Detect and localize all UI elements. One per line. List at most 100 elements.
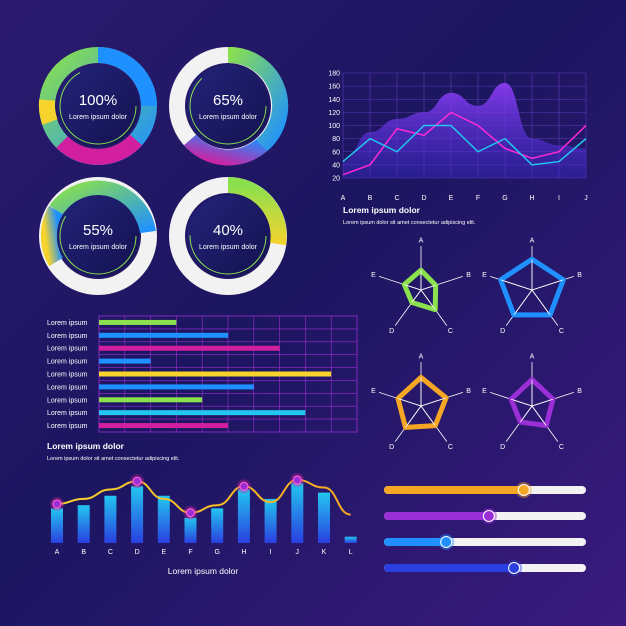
radar-axis-label: B xyxy=(577,388,582,395)
line-chart-y-ticks: 20 40 60 80 100 120 140 160 180 xyxy=(328,71,340,183)
slider-1[interactable] xyxy=(384,482,586,498)
radar-axis-label: B xyxy=(466,272,471,279)
slider-3[interactable] xyxy=(384,534,586,550)
donut-2-value: 65% xyxy=(213,92,243,109)
line-chart-x-tick-label: B xyxy=(368,195,373,202)
hbar-bar xyxy=(99,345,280,351)
donut-3-value: 55% xyxy=(83,222,113,239)
slider-2[interactable] xyxy=(384,508,586,524)
radar-chart-3: A B C D E xyxy=(371,354,471,451)
radar-chart-2: A B C D E xyxy=(482,238,582,335)
radar-axis-label: C xyxy=(448,444,453,451)
slider-handle[interactable] xyxy=(517,484,530,496)
donut-2: 65% Lorem ipsum dolor xyxy=(169,46,289,166)
hbar-category-label: Lorem ipsum xyxy=(47,423,88,430)
radar-axis-label: D xyxy=(389,444,394,451)
radar-spoke xyxy=(404,284,422,291)
vbar-x-tick-label: C xyxy=(108,549,113,556)
line-chart-y-tick-label: 80 xyxy=(332,136,340,143)
radar-spoke xyxy=(513,289,533,316)
radar-spoke xyxy=(420,289,436,310)
vbar-x-tick-label: J xyxy=(296,549,300,556)
slider-handle[interactable] xyxy=(440,536,453,548)
hbar-bar xyxy=(99,319,177,325)
hbar-labels: Lorem ipsum Lorem ipsum Lorem ipsum Lorem i… xyxy=(47,320,88,430)
hbar-bar xyxy=(99,371,332,377)
hbar-bar xyxy=(99,410,306,416)
donut-3-label: Lorem ipsum dolor xyxy=(69,244,128,251)
hbar-category-label: Lorem ipsum xyxy=(47,372,88,379)
line-chart-x-tick-label: A xyxy=(341,195,346,202)
slider-handle[interactable] xyxy=(508,562,521,574)
line-chart: 20 40 60 80 100 120 140 160 180 A B C D E F G H I J Lorem… xyxy=(328,71,587,227)
hbar-bar xyxy=(99,332,228,338)
vbar-x-tick-label: E xyxy=(161,549,166,556)
vbar-x-tick-label: B xyxy=(81,549,86,556)
vertical-bar-chart: A B C D E F G H I J K L Lorem ipsum dolor xyxy=(50,473,357,576)
donut-2-label: Lorem ipsum dolor xyxy=(199,114,258,121)
vbar-dot xyxy=(185,508,196,518)
radar-axis-label: D xyxy=(500,328,505,335)
radar-axis-label: A xyxy=(530,354,535,361)
hbar-caption-title: Lorem ipsum dolor xyxy=(47,441,125,451)
vbar-x-ticks: A B C D E F G H I J K L xyxy=(55,549,353,556)
donut-1-segment-yellow xyxy=(38,99,58,125)
donut-group: 100% Lorem ipsum dolor 65% Lorem ipsum d… xyxy=(38,46,289,295)
donut-3-center xyxy=(57,195,139,277)
line-chart-area xyxy=(343,82,586,178)
donut-1-segment-blue xyxy=(97,47,157,107)
radar-spoke xyxy=(510,398,533,407)
radar-axis-label: B xyxy=(577,272,582,279)
hbar-category-label: Lorem ipsum xyxy=(47,359,88,366)
donut-2-center xyxy=(187,65,269,147)
line-chart-x-tick-label: D xyxy=(421,195,426,202)
hbar-bar xyxy=(99,358,151,364)
donut-1-segment-magenta xyxy=(56,134,142,165)
radar-spoke xyxy=(531,279,564,291)
hbar-category-label: Lorem ipsum xyxy=(47,333,88,340)
vbar-bar xyxy=(157,495,170,543)
donut-1-inner-ring xyxy=(59,67,137,145)
line-chart-x-ticks: A B C D E F G H I J xyxy=(341,195,588,202)
donut-4-value: 40% xyxy=(213,222,243,239)
line-chart-y-tick-label: 60 xyxy=(332,149,340,156)
donut-1: 100% Lorem ipsum dolor xyxy=(38,47,157,165)
radar-chart-group: A B C D E A B C D E A B C D E A B C D E xyxy=(371,238,582,451)
line-chart-x-tick-label: I xyxy=(558,195,560,202)
slider-handle[interactable] xyxy=(482,510,495,522)
radar-chart-4: A B C D E xyxy=(482,354,582,451)
vbar-bar xyxy=(344,536,357,543)
line-chart-caption-title: Lorem ipsum dolor xyxy=(343,205,421,215)
donut-4-segment-green xyxy=(227,177,287,246)
hbar-bar xyxy=(99,423,228,429)
vbar-x-tick-label: K xyxy=(322,549,327,556)
vbar-bar xyxy=(211,508,224,543)
line-chart-x-tick-label: H xyxy=(529,195,534,202)
radar-axis-label: D xyxy=(500,444,505,451)
line-chart-x-tick-label: C xyxy=(394,195,399,202)
vbar-x-tick-label: H xyxy=(241,549,246,556)
hbar-bar xyxy=(99,397,203,403)
radar-spoke xyxy=(531,289,551,316)
line-chart-y-tick-label: 120 xyxy=(328,110,340,117)
vbar-dot xyxy=(52,499,62,509)
radar-axis-label: C xyxy=(448,328,453,335)
vbar-caption-title: Lorem ipsum dolor xyxy=(168,566,239,576)
radar-spoke xyxy=(411,289,422,303)
radar-spoke xyxy=(500,279,533,291)
hbar-category-label: Lorem ipsum xyxy=(47,384,88,391)
line-chart-y-tick-label: 100 xyxy=(328,123,340,130)
radar-polygon xyxy=(508,377,556,429)
line-chart-y-tick-label: 140 xyxy=(328,97,340,104)
horizontal-bar-chart: Lorem ipsum Lorem ipsum Lorem ipsum Lorem i… xyxy=(47,315,358,462)
line-chart-caption-text: Lorem ipsum dolor sit amet consectetur a… xyxy=(343,220,476,226)
vbar-bar xyxy=(237,489,250,543)
vbar-dots xyxy=(50,473,305,520)
hbar-caption-text: Lorem ipsum dolor sit amet consectetur a… xyxy=(47,456,180,462)
line-chart-x-tick-label: F xyxy=(476,195,480,202)
vbar-bar xyxy=(184,517,197,543)
radar-axis-label: D xyxy=(389,328,394,335)
slider-4[interactable] xyxy=(384,560,586,576)
radar-polygon xyxy=(395,374,449,430)
